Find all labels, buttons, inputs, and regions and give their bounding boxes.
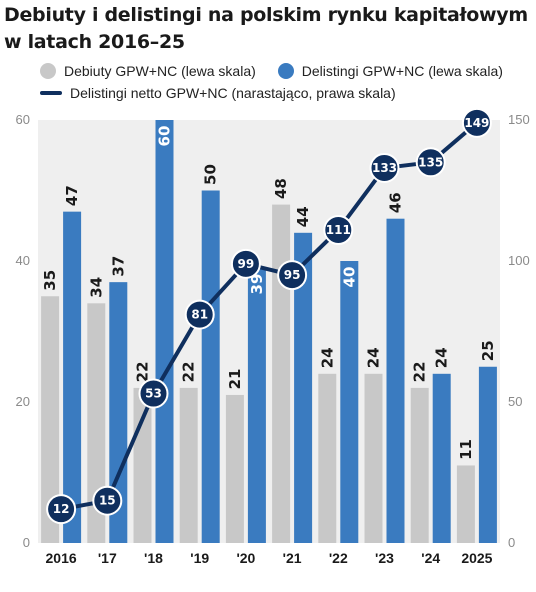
bar-delistings — [386, 218, 405, 543]
bar-debuts — [87, 303, 106, 543]
legend-swatch-delistings — [277, 63, 294, 79]
bar-label-debuts: 24 — [365, 347, 383, 368]
point-net — [230, 248, 261, 279]
legend-swatch-debuts — [40, 63, 56, 79]
bar-label-delistings: 44 — [294, 206, 312, 227]
point-label-net: 95 — [284, 268, 301, 282]
bar-label-delistings: 60 — [156, 126, 174, 147]
bar-label-delistings: 46 — [387, 192, 405, 213]
bar-label-debuts: 35 — [41, 270, 59, 291]
point-label-net: 12 — [53, 502, 70, 516]
point-net — [92, 485, 123, 516]
bar-label-debuts: 24 — [318, 347, 336, 368]
line-net — [59, 120, 479, 512]
bar-label-delistings: 24 — [433, 347, 451, 368]
bar-label-delistings: 47 — [63, 185, 81, 206]
bar-label-delistings: 50 — [202, 164, 220, 185]
point-label-net: 133 — [372, 161, 397, 175]
bar-label-debuts: 48 — [272, 178, 290, 199]
bar-label-debuts: 22 — [180, 361, 198, 382]
left-axis-tick-label: 0 — [23, 535, 30, 550]
bar-label-delistings: 40 — [340, 267, 358, 288]
point-net — [461, 107, 492, 138]
point-net — [323, 214, 354, 245]
bar-delistings — [294, 232, 313, 544]
bar-delistings — [201, 190, 220, 543]
bar-delistings — [478, 366, 497, 543]
bar-delistings — [109, 282, 128, 543]
bar-label-delistings: 25 — [479, 340, 497, 361]
bar-label-debuts: 21 — [226, 369, 244, 390]
legend-item-delistings: Delistingi GPW+NC (lewa skala) — [277, 63, 503, 79]
point-net — [138, 378, 169, 409]
point-label-net: 99 — [238, 257, 255, 271]
bar-debuts — [364, 373, 383, 543]
legend-label-delistings: Delistingi GPW+NC (lewa skala) — [301, 63, 503, 79]
x-axis-tick-label: '23 — [375, 550, 394, 566]
right-axis-tick-label: 150 — [508, 112, 530, 127]
bar-debuts — [133, 387, 152, 543]
point-net — [46, 494, 77, 525]
legend-item-net: Delistingi netto GPW+NC (narastająco, pr… — [40, 85, 396, 101]
bar-label-debuts: 22 — [411, 361, 429, 382]
right-axis-tick-label: 50 — [508, 394, 522, 409]
bar-debuts — [318, 373, 337, 543]
x-axis-tick-label: '20 — [236, 550, 255, 566]
legend-row-line: Delistingi netto GPW+NC (narastająco, pr… — [40, 82, 530, 104]
x-axis-tick-label: '24 — [421, 550, 440, 566]
right-axis-tick-label: 100 — [508, 253, 530, 268]
x-axis-tick-label: '17 — [98, 550, 117, 566]
legend-label-debuts: Debiuty GPW+NC (lewa skala) — [64, 63, 256, 79]
legend-label-net: Delistingi netto GPW+NC (narastająco, pr… — [70, 85, 396, 101]
bar-label-delistings: 37 — [109, 256, 127, 277]
bar-label-debuts: 11 — [457, 439, 475, 460]
bar-delistings — [155, 120, 174, 543]
x-axis-tick-label: '21 — [283, 550, 302, 566]
chart-title: Debiuty i delistingi na polskim rynku ka… — [4, 4, 528, 53]
legend-row-bars: Debiuty GPW+NC (lewa skala) Delistingi G… — [40, 60, 530, 82]
legend-swatch-net — [40, 91, 62, 95]
point-label-net: 53 — [145, 387, 162, 401]
right-axis-tick-label: 0 — [508, 535, 515, 550]
point-label-net: 111 — [326, 223, 351, 237]
x-axis-tick-label: 2025 — [461, 550, 492, 566]
bar-debuts — [41, 296, 60, 543]
bar-debuts — [179, 387, 198, 543]
point-label-net: 135 — [418, 155, 443, 169]
x-axis-tick-label: '22 — [329, 550, 348, 566]
bar-label-debuts: 34 — [87, 277, 105, 298]
bar-debuts — [456, 465, 475, 543]
x-axis-tick-label: '18 — [144, 550, 163, 566]
plot-area — [38, 120, 500, 543]
bar-delistings — [63, 211, 82, 543]
bar-delistings — [340, 261, 359, 543]
point-net — [277, 260, 308, 291]
point-net — [184, 299, 215, 330]
left-axis-tick-label: 40 — [16, 253, 30, 268]
point-net — [369, 152, 400, 183]
bar-label-delistings: 39 — [248, 274, 266, 295]
x-axis-tick-label: '19 — [190, 550, 209, 566]
left-axis-tick-label: 20 — [16, 394, 30, 409]
bar-delistings — [247, 268, 266, 543]
legend-item-debuts: Debiuty GPW+NC (lewa skala) — [40, 63, 256, 79]
chart-legend: Debiuty GPW+NC (lewa skala) Delistingi G… — [40, 60, 530, 104]
bar-label-debuts: 22 — [134, 361, 152, 382]
bar-debuts — [272, 204, 291, 543]
x-axis-tick-label: 2016 — [46, 550, 77, 566]
point-net — [415, 147, 446, 178]
point-label-net: 149 — [464, 116, 489, 130]
left-axis-tick-label: 60 — [16, 112, 30, 127]
bar-debuts — [225, 394, 244, 543]
point-label-net: 15 — [99, 494, 116, 508]
point-label-net: 81 — [191, 308, 208, 322]
bar-debuts — [410, 387, 429, 543]
bar-delistings — [432, 373, 451, 543]
